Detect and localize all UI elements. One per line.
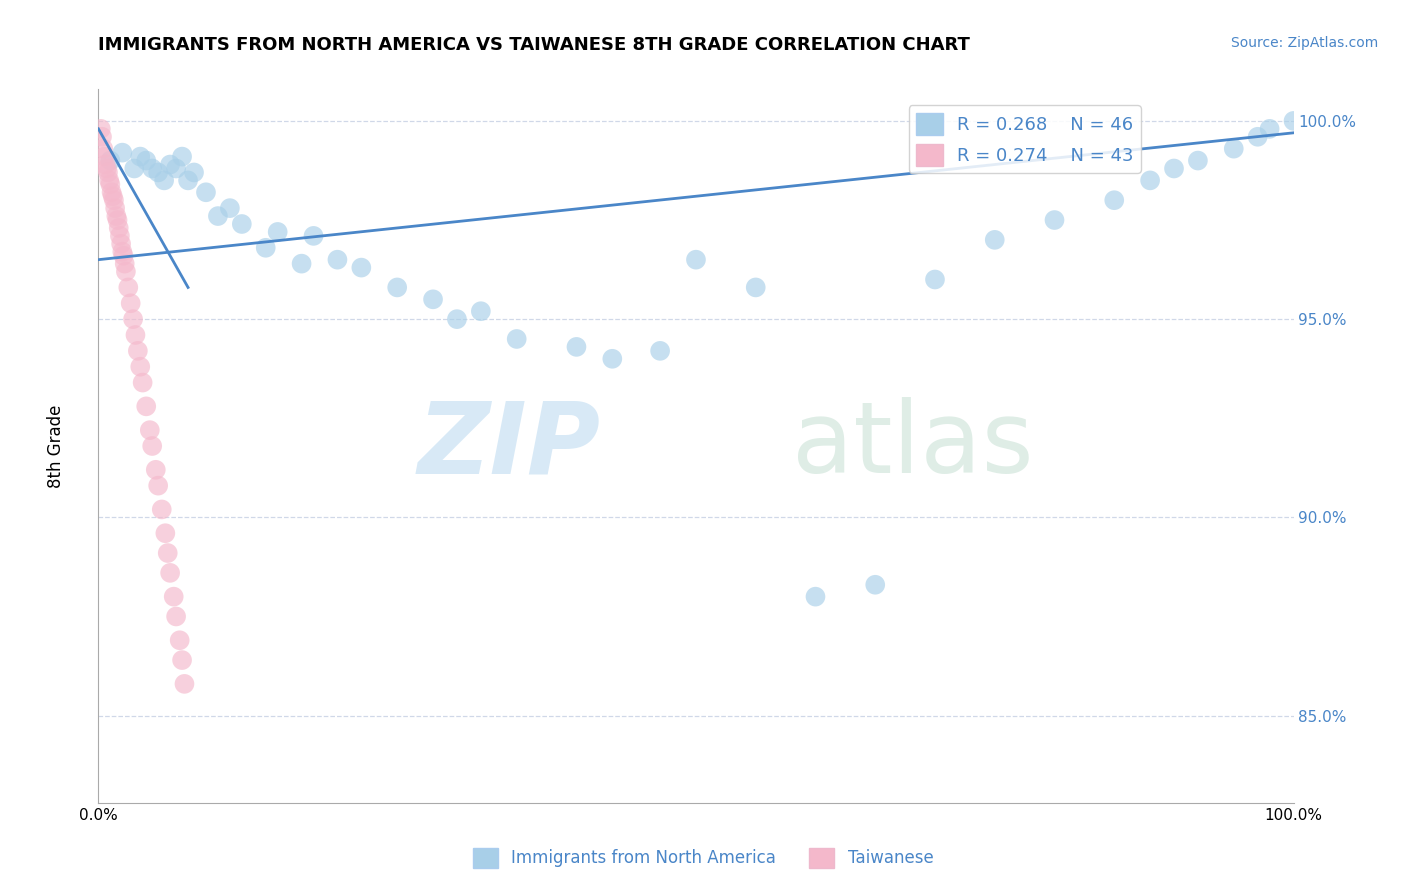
Point (1104, 193, 1126, 207)
Point (219, 201, 242, 215)
Point (804, 590, 827, 604)
Point (127, 343, 149, 358)
Point (1282, 114, 1305, 128)
Point (115, 264, 138, 278)
Point (98, 173, 121, 187)
Point (91, 142, 114, 156)
Point (90, 121, 112, 136)
Point (172, 150, 194, 164)
Point (117, 280, 139, 294)
Point (139, 423, 162, 437)
Point (159, 566, 181, 580)
Point (1163, 161, 1185, 176)
Point (165, 161, 187, 176)
Point (602, 351, 624, 366)
Point (97, 165, 120, 179)
Point (153, 173, 176, 187)
Text: ZIP: ZIP (418, 398, 600, 494)
Point (124, 328, 146, 343)
Point (924, 272, 946, 286)
Text: IMMIGRANTS FROM NORTH AMERICA VS TAIWANESE 8TH GRADE CORRELATION CHART: IMMIGRANTS FROM NORTH AMERICA VS TAIWANE… (98, 36, 970, 54)
Point (150, 502, 173, 516)
Point (96, 161, 118, 176)
Legend: R = 0.268    N = 46, R = 0.274    N = 43: R = 0.268 N = 46, R = 0.274 N = 43 (908, 105, 1142, 173)
Point (98, 153, 122, 168)
Point (865, 578, 887, 592)
Point (1187, 153, 1209, 168)
Point (159, 157, 181, 171)
Point (103, 193, 125, 207)
Point (177, 173, 200, 187)
Point (93, 150, 115, 164)
Text: atlas: atlas (792, 398, 1033, 494)
Point (101, 189, 124, 203)
Point (1043, 213, 1066, 227)
Point (183, 165, 205, 179)
Point (98, 178, 122, 192)
Point (112, 249, 135, 263)
Point (1139, 173, 1161, 187)
Point (91, 129, 114, 144)
Point (129, 359, 152, 374)
Point (685, 252, 707, 267)
Point (135, 153, 157, 168)
Point (422, 293, 444, 307)
Text: Source: ZipAtlas.com: Source: ZipAtlas.com (1230, 36, 1378, 50)
Text: 8th Grade: 8th Grade (48, 404, 65, 488)
Point (172, 653, 194, 667)
Point (163, 590, 186, 604)
Point (148, 478, 170, 492)
Point (105, 209, 128, 223)
Point (114, 257, 136, 271)
Point (148, 165, 170, 179)
Point (129, 150, 152, 164)
Point (104, 201, 127, 215)
Point (124, 161, 146, 176)
Point (165, 609, 187, 624)
Point (110, 236, 132, 251)
Point (350, 260, 373, 275)
Point (1247, 129, 1270, 144)
Point (145, 463, 167, 477)
Point (565, 340, 588, 354)
Point (648, 343, 672, 358)
Point (108, 228, 131, 243)
Point (141, 439, 163, 453)
Point (195, 186, 218, 200)
Point (100, 186, 122, 200)
Point (135, 400, 157, 414)
Point (173, 677, 195, 691)
Point (267, 225, 290, 239)
Point (107, 213, 129, 227)
Point (1258, 121, 1281, 136)
Point (122, 312, 145, 326)
Point (254, 241, 277, 255)
Legend: Immigrants from North America, Taiwanese: Immigrants from North America, Taiwanese (465, 841, 941, 875)
Point (120, 296, 142, 310)
Point (302, 228, 325, 243)
Point (111, 145, 134, 160)
Point (1223, 142, 1246, 156)
Point (94, 157, 117, 171)
Point (291, 257, 314, 271)
Point (446, 312, 468, 326)
Point (231, 217, 253, 231)
Point (984, 233, 1007, 247)
Point (745, 280, 768, 294)
Point (141, 161, 163, 176)
Point (470, 304, 492, 318)
Point (326, 252, 349, 267)
Point (207, 209, 229, 223)
Point (156, 546, 179, 560)
Point (107, 221, 129, 235)
Point (169, 633, 191, 648)
Point (131, 376, 153, 390)
Point (155, 526, 177, 541)
Point (385, 280, 409, 294)
Point (506, 332, 529, 346)
Point (111, 244, 134, 259)
